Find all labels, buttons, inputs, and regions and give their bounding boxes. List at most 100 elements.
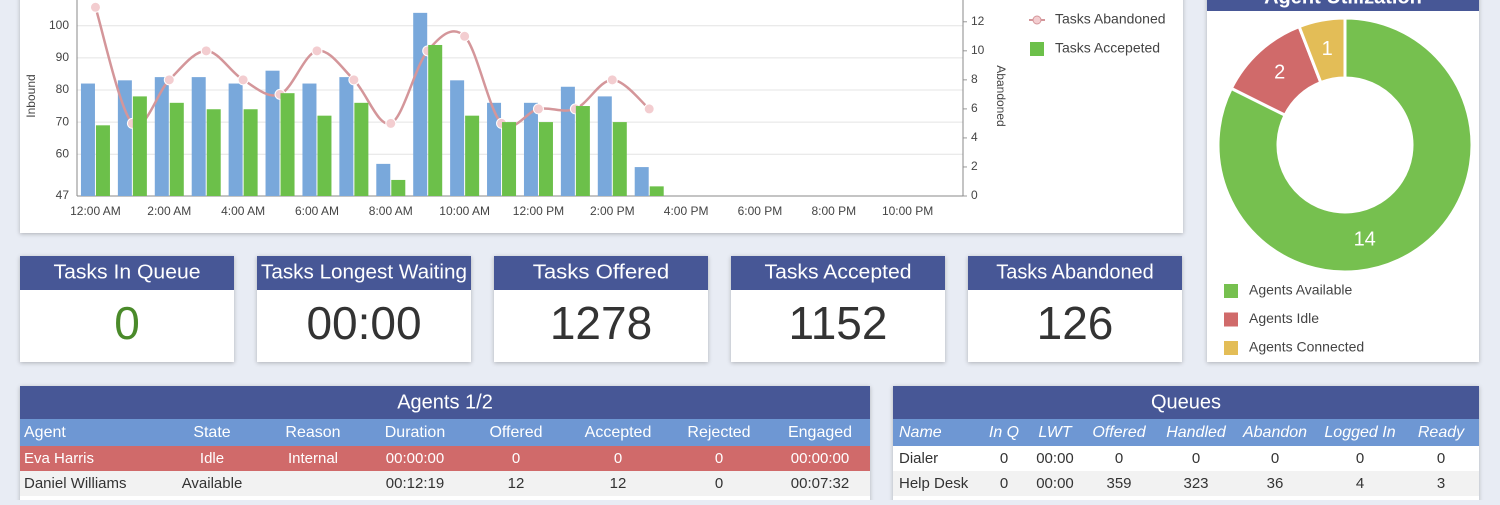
x-tick-label: 4:00 AM	[221, 204, 265, 218]
kpi-row: Tasks In Queue 0 Tasks Longest Waiting 00:0…	[20, 256, 1182, 362]
x-tick-label: 10:00 AM	[439, 204, 490, 218]
table-cell: Available	[182, 475, 243, 492]
bar	[243, 109, 258, 196]
table-cell: 0	[614, 450, 622, 467]
line-marker	[200, 45, 212, 57]
y2-tick-label: 4	[971, 130, 978, 144]
table-cell: 12	[508, 475, 525, 492]
table-cell: 00:00:00	[386, 450, 444, 467]
column-header-row	[893, 419, 1479, 446]
column-header: Duration	[385, 424, 445, 441]
bar	[339, 77, 354, 196]
y2-tick-label: 8	[971, 72, 978, 86]
table-row	[893, 471, 1479, 496]
legend-marker	[1032, 15, 1042, 25]
x-tick-label: 6:00 PM	[738, 204, 783, 218]
column-header: LWT	[1038, 424, 1072, 441]
column-header: Offered	[489, 424, 542, 441]
line	[94, 6, 651, 128]
table-cell: Daniel Williams	[24, 475, 127, 492]
legend-swatch	[1030, 42, 1044, 56]
legend-swatch	[1224, 312, 1238, 327]
line-marker	[385, 117, 397, 129]
bar	[413, 12, 428, 196]
line-marker	[532, 103, 544, 115]
y-tick-label: 70	[56, 114, 70, 128]
bar	[612, 122, 627, 196]
bar	[280, 93, 295, 196]
kpi-header	[731, 256, 945, 290]
donut-slice	[1216, 16, 1474, 274]
column-header: Handled	[1166, 424, 1227, 441]
table-cell: 36	[1267, 475, 1284, 492]
kpi-title: Tasks Longest Waiting	[261, 261, 467, 283]
donut-slice	[1297, 16, 1347, 85]
column-header: In Q	[989, 424, 1019, 441]
bar	[465, 115, 480, 196]
legend-label: Agents Available	[1249, 282, 1352, 298]
column-header: Logged In	[1324, 424, 1395, 441]
bar	[206, 109, 221, 196]
x-tick-label: 12:00 PM	[513, 204, 564, 218]
y2-tick-label: 10	[971, 43, 985, 57]
x-tick-label: 2:00 PM	[590, 204, 635, 218]
x-tick-label: 8:00 AM	[369, 204, 413, 218]
line-marker	[348, 74, 360, 86]
table-cell: 0	[715, 450, 723, 467]
table-cell: Internal	[288, 450, 338, 467]
kpi-value: 1278	[550, 297, 652, 349]
bar	[265, 70, 280, 196]
table-cell: 3	[1437, 475, 1445, 492]
kpi-value: 00:00	[306, 297, 421, 349]
column-header: Offered	[1092, 424, 1146, 441]
legend-label: Tasks Abandoned	[1055, 11, 1166, 27]
bar	[169, 102, 184, 196]
x-tick-label: 2:00 AM	[147, 204, 191, 218]
table-cell: Help Desk	[899, 475, 969, 492]
table-cell: 4	[1356, 475, 1364, 492]
table-cell: 00:00	[1036, 450, 1074, 467]
column-header: Ready	[1418, 424, 1465, 441]
kpi-header	[494, 256, 708, 290]
bar	[523, 102, 538, 196]
legend-swatch	[1224, 341, 1238, 355]
bar	[487, 102, 502, 196]
column-header-row	[20, 419, 870, 446]
bar	[317, 115, 332, 196]
y-tick-label: 47	[56, 188, 70, 202]
y-tick-label: 60	[56, 146, 70, 160]
x-tick-label: 12:00 AM	[70, 204, 121, 218]
table-header	[20, 386, 870, 419]
kpi-title: Tasks In Queue	[54, 261, 201, 283]
bar	[428, 44, 443, 196]
bar	[575, 106, 590, 196]
line-marker	[606, 74, 618, 86]
table-cell: 0	[1000, 450, 1008, 467]
table-cell: 0	[1115, 450, 1123, 467]
legend-label: Agents Connected	[1249, 339, 1364, 355]
y2-axis-title: Abandoned	[994, 65, 1008, 126]
column-header: Agent	[24, 424, 66, 441]
table-cell: 0	[1356, 450, 1364, 467]
y-axis-title: Inbound	[24, 74, 38, 117]
line-marker	[237, 74, 249, 86]
table-cell: 0	[715, 475, 723, 492]
column-header: Abandon	[1242, 424, 1307, 441]
table-title: Agents 1/2	[397, 391, 493, 413]
x-tick-label: 8:00 PM	[811, 204, 856, 218]
line-marker	[163, 74, 175, 86]
table-cell: 00:00	[1036, 475, 1074, 492]
kpi-header	[257, 256, 471, 290]
bar	[597, 96, 612, 196]
table-cell: 0	[1437, 450, 1445, 467]
y2-tick-label: 6	[971, 101, 978, 115]
line-marker	[459, 30, 471, 42]
table-title: Queues	[1151, 391, 1221, 413]
legend-label: Tasks Accepeted	[1055, 40, 1160, 56]
y2-tick-label: 2	[971, 159, 978, 173]
bar	[80, 83, 95, 196]
bar	[132, 96, 147, 196]
table-cell: 00:12:19	[386, 475, 444, 492]
